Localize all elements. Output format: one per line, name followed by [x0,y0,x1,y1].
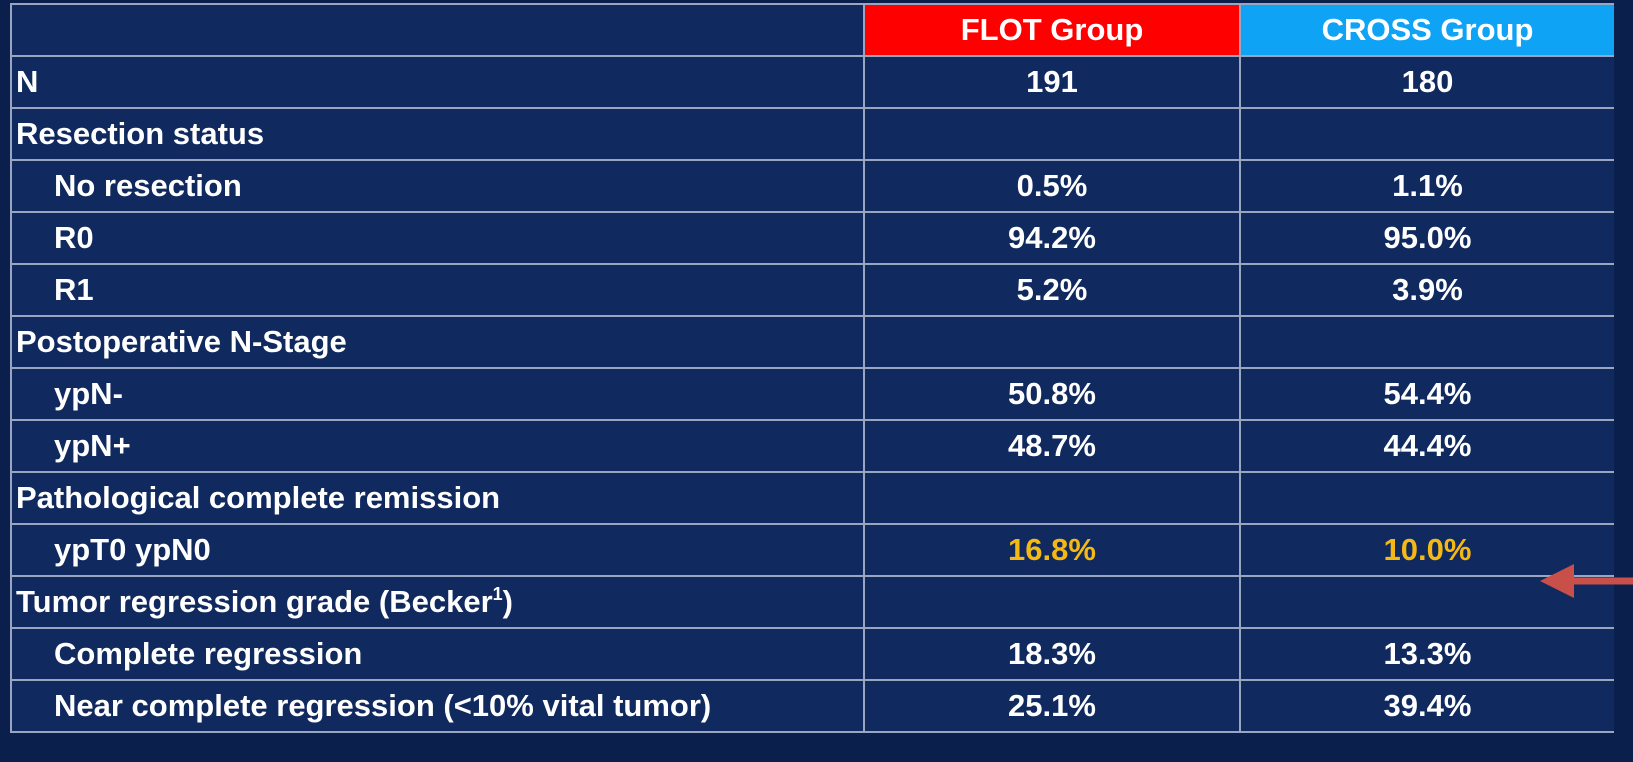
table-wrap: FLOT Group CROSS Group N 191 180 Resection st… [10,3,1614,762]
results-table: FLOT Group CROSS Group N 191 180 Resection st… [10,3,1614,733]
empty-cell [1239,471,1614,525]
row: Complete regression 18.3% 13.3% [10,627,1614,681]
value-cell: 18.3% [863,627,1241,681]
row-label: ypN- [10,367,865,421]
row: No resection 0.5% 1.1% [10,159,1614,213]
label-text: ) [502,584,513,619]
header-cell [10,3,865,57]
row: R0 94.2% 95.0% [10,211,1614,265]
label-text: ypN+ [54,428,131,463]
value-cell: 16.8% [863,523,1241,577]
row-label: R1 [10,263,865,317]
empty-cell [863,107,1241,161]
column-header: FLOT Group [863,3,1241,57]
row-label: Resection status [10,107,865,161]
label-text: Resection status [16,116,265,151]
value-cell: 10.0% [1239,523,1614,577]
row: Pathological complete remission [10,471,1614,525]
row: ypN- 50.8% 54.4% [10,367,1614,421]
label-text: No resection [54,168,242,203]
row: Tumor regression grade (Becker1) [10,575,1614,629]
row: Postoperative N-Stage [10,315,1614,369]
row-label: R0 [10,211,865,265]
row: R1 5.2% 3.9% [10,263,1614,317]
label-text: N [16,64,39,99]
row-label: Tumor regression grade (Becker1) [10,575,865,629]
value-cell: 94.2% [863,211,1241,265]
label-text: Complete regression [54,636,363,671]
header-row: FLOT Group CROSS Group [10,3,1614,57]
label-text: Postoperative N-Stage [16,324,347,359]
value-cell: 48.7% [863,419,1241,473]
row-label: Complete regression [10,627,865,681]
value-cell: 191 [863,55,1241,109]
value-cell: 0.5% [863,159,1241,213]
row-label: Pathological complete remission [10,471,865,525]
row-label: N [10,55,865,109]
table-body: FLOT Group CROSS Group N 191 180 Resection st… [10,3,1614,733]
column-header: CROSS Group [1239,3,1614,57]
value-cell: 13.3% [1239,627,1614,681]
value-cell: 25.1% [863,679,1241,733]
label-text: Pathological complete remission [16,480,501,515]
row: Resection status [10,107,1614,161]
value-cell: 44.4% [1239,419,1614,473]
label-text: R0 [54,220,94,255]
empty-cell [1239,107,1614,161]
row: N 191 180 [10,55,1614,109]
value-cell: 50.8% [863,367,1241,421]
label-text: ypT0 ypN0 [54,532,211,567]
superscript: 1 [492,584,503,604]
label-text: Near complete regression (<10% vital tum… [54,688,712,723]
row: ypT0 ypN0 16.8% 10.0% [10,523,1614,577]
label-text: ypN- [54,376,123,411]
row-label: ypT0 ypN0 [10,523,865,577]
empty-cell [863,471,1241,525]
value-cell: 95.0% [1239,211,1614,265]
value-cell: 1.1% [1239,159,1614,213]
row-label: Postoperative N-Stage [10,315,865,369]
value-cell: 39.4% [1239,679,1614,733]
label-text: R1 [54,272,94,307]
row: Near complete regression (<10% vital tum… [10,679,1614,733]
row: ypN+ 48.7% 44.4% [10,419,1614,473]
label-text: Tumor regression grade (Becker [16,584,493,619]
empty-cell [1239,315,1614,369]
value-cell: 54.4% [1239,367,1614,421]
row-label: Near complete regression (<10% vital tum… [10,679,865,733]
arrow [1540,564,1633,598]
row-label: No resection [10,159,865,213]
empty-cell [863,575,1241,629]
value-cell: 3.9% [1239,263,1614,317]
empty-cell [863,315,1241,369]
value-cell: 180 [1239,55,1614,109]
value-cell: 5.2% [863,263,1241,317]
row-label: ypN+ [10,419,865,473]
